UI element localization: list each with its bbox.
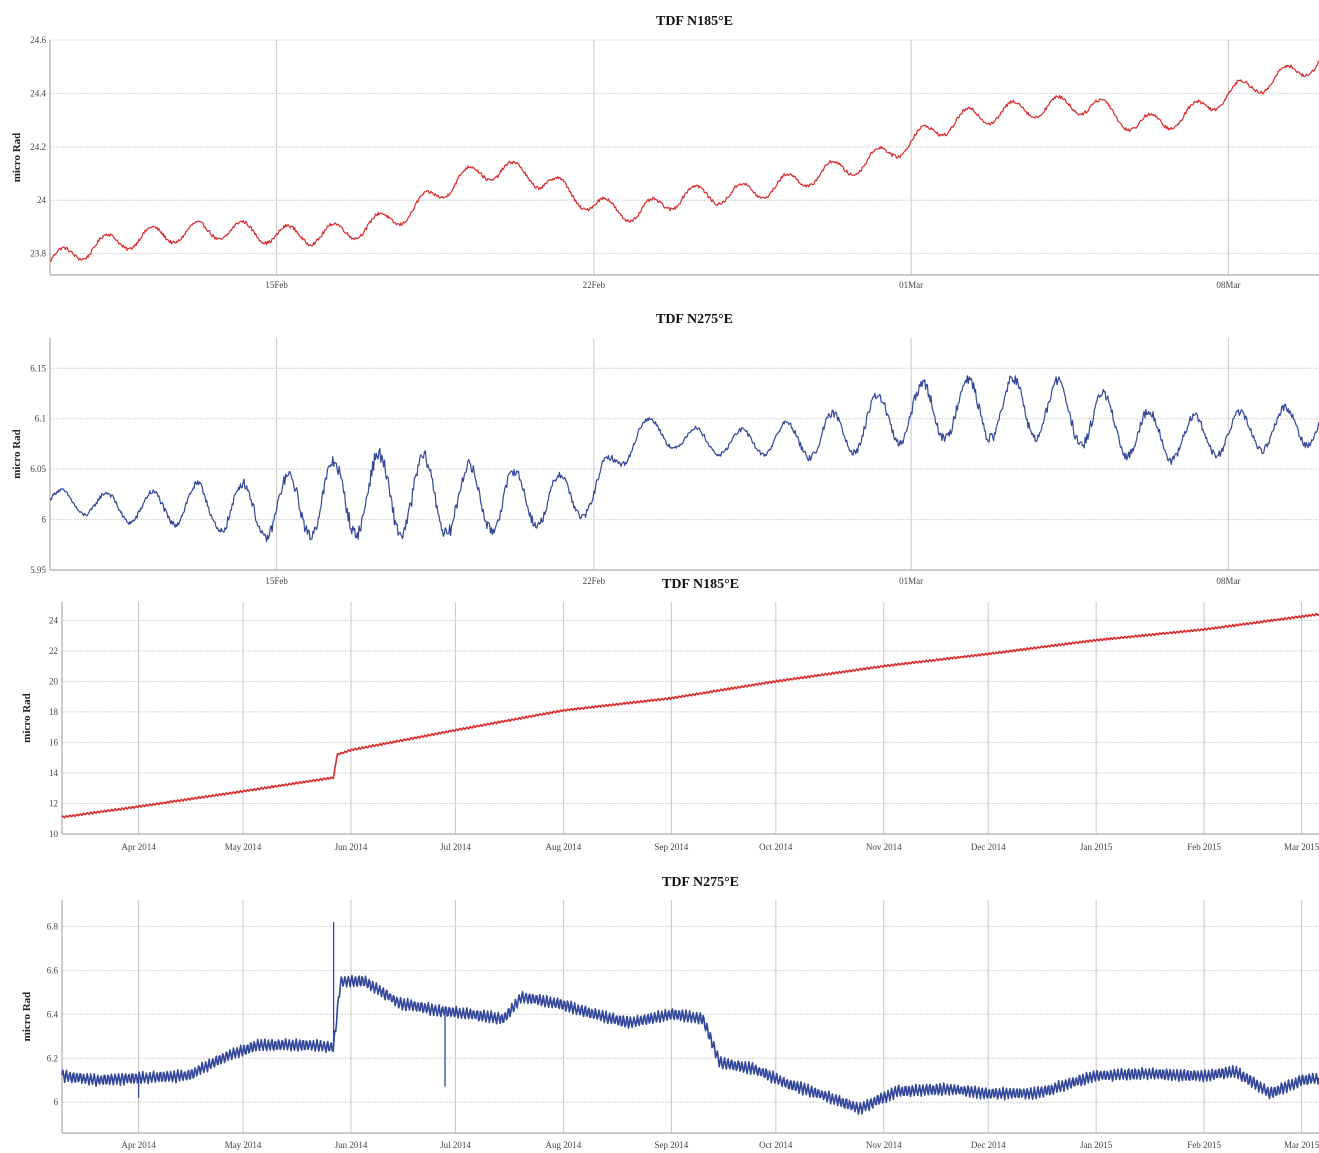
chart-panel-2: TDF N275°E micro Rad 5.95 6 6.05 6.1 6.15 15Feb… bbox=[11, 312, 1319, 586]
y-axis-label: micro Rad bbox=[11, 429, 23, 479]
x-tick-label: Feb 2015 bbox=[1187, 1140, 1221, 1150]
y-tick-label: 6.8 bbox=[47, 921, 59, 931]
x-tick-label: Jun 2014 bbox=[335, 1140, 368, 1150]
chart-title: TDF N185°E bbox=[656, 14, 733, 29]
chart-title: TDF N275°E bbox=[656, 312, 733, 327]
x-tick-label: Nov 2014 bbox=[866, 842, 902, 852]
y-tick-label: 6.05 bbox=[30, 464, 46, 474]
x-tick-label: Feb 2015 bbox=[1187, 842, 1221, 852]
y-tick-label: 6.1 bbox=[35, 414, 46, 424]
y-tick-label: 6 bbox=[42, 515, 47, 525]
y-tick-label: 16 bbox=[49, 737, 59, 747]
x-tick-label: 22Feb bbox=[583, 576, 606, 586]
x-tick-label: 01Mar bbox=[899, 280, 923, 290]
series-line bbox=[49, 375, 1319, 543]
y-tick-label: 6 bbox=[54, 1097, 59, 1107]
x-tick-label: 08Mar bbox=[1216, 280, 1240, 290]
x-tick-label: 01Mar bbox=[899, 576, 923, 586]
chart-title: TDF N185°E bbox=[662, 577, 739, 592]
series-line bbox=[61, 612, 1319, 819]
x-tick-label: Jun 2014 bbox=[335, 842, 368, 852]
chart-panel-4: TDF N275°E micro Rad 6 6.2 6.4 6.6 6.8 Apr 2014… bbox=[21, 875, 1319, 1150]
x-tick-label: Apr 2014 bbox=[121, 1140, 156, 1150]
y-tick-label: 24.2 bbox=[30, 142, 46, 152]
x-tick-label: 15Feb bbox=[265, 280, 288, 290]
y-tick-label: 5.95 bbox=[30, 565, 46, 575]
y-tick-label: 24.6 bbox=[30, 35, 46, 45]
y-tick-label: 24 bbox=[49, 615, 59, 625]
x-tick-label: May 2014 bbox=[225, 842, 262, 852]
y-tick-label: 22 bbox=[49, 646, 58, 656]
chart-panel-1: TDF N185°E micro Rad 23.8 24 24.2 24.4 24.6 15F… bbox=[11, 14, 1319, 290]
y-tick-label: 14 bbox=[49, 768, 59, 778]
x-tick-label: Mar 2015 bbox=[1284, 842, 1319, 852]
chart-title: TDF N275°E bbox=[662, 875, 739, 890]
chart-panel-3: TDF N185°E micro Rad 10 12 14 16 18 20 22 24 Apr 2… bbox=[21, 577, 1319, 852]
x-tick-label: Oct 2014 bbox=[759, 1140, 793, 1150]
x-tick-label: 08Mar bbox=[1216, 576, 1240, 586]
y-tick-label: 6.6 bbox=[47, 965, 59, 975]
x-tick-label: Jul 2014 bbox=[440, 842, 471, 852]
y-axis-label: micro Rad bbox=[21, 992, 33, 1042]
y-axis-label: micro Rad bbox=[21, 693, 33, 743]
x-tick-label: Dec 2014 bbox=[971, 1140, 1006, 1150]
y-tick-label: 6.15 bbox=[30, 363, 46, 373]
x-tick-label: Aug 2014 bbox=[546, 842, 582, 852]
x-tick-label: Oct 2014 bbox=[759, 842, 793, 852]
x-tick-label: Sep 2014 bbox=[654, 842, 688, 852]
x-tick-label: Sep 2014 bbox=[654, 1140, 688, 1150]
x-tick-label: Dec 2014 bbox=[971, 842, 1006, 852]
y-tick-label: 6.4 bbox=[47, 1009, 59, 1019]
x-tick-label: May 2014 bbox=[225, 1140, 262, 1150]
x-tick-label: 15Feb bbox=[265, 576, 288, 586]
x-tick-label: Apr 2014 bbox=[121, 842, 156, 852]
x-tick-label: Nov 2014 bbox=[866, 1140, 902, 1150]
series-line bbox=[61, 974, 1319, 1115]
y-tick-label: 24.4 bbox=[30, 88, 46, 98]
y-tick-label: 23.8 bbox=[30, 249, 46, 259]
x-tick-label: Mar 2015 bbox=[1284, 1140, 1319, 1150]
y-tick-label: 12 bbox=[49, 798, 58, 808]
x-tick-label: Jan 2015 bbox=[1080, 1140, 1113, 1150]
series-line bbox=[49, 60, 1319, 262]
x-tick-label: Jul 2014 bbox=[440, 1140, 471, 1150]
x-tick-label: 22Feb bbox=[583, 280, 606, 290]
y-tick-label: 18 bbox=[49, 707, 59, 717]
x-tick-label: Aug 2014 bbox=[546, 1140, 582, 1150]
x-tick-label: Jan 2015 bbox=[1080, 842, 1113, 852]
y-tick-label: 6.2 bbox=[47, 1053, 58, 1063]
y-axis-label: micro Rad bbox=[11, 133, 23, 183]
y-tick-label: 10 bbox=[49, 829, 59, 839]
y-tick-label: 24 bbox=[37, 195, 47, 205]
y-tick-label: 20 bbox=[49, 676, 59, 686]
